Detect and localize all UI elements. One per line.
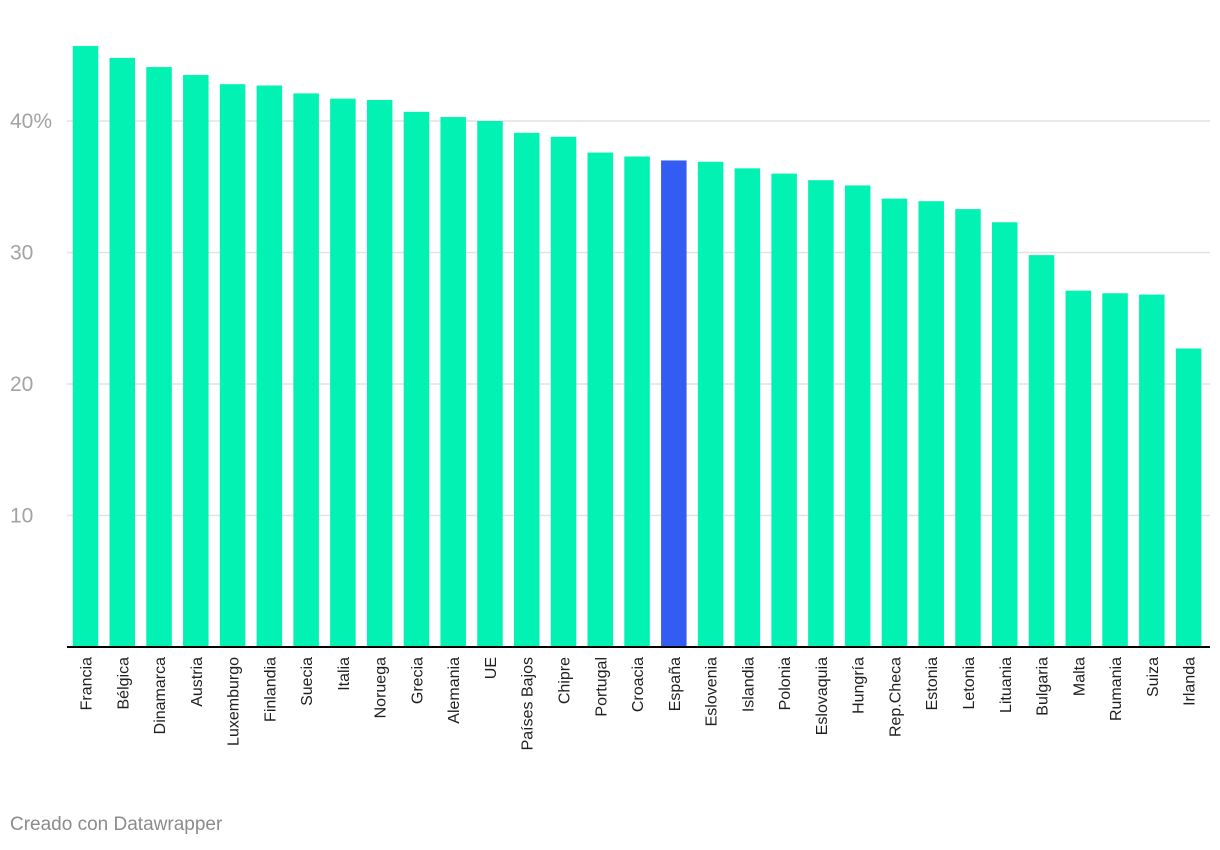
bar-15: [624, 156, 650, 647]
bar-17: [697, 161, 724, 647]
category-label-0: Francia: [79, 657, 96, 710]
y-tick-label-10: 10: [10, 505, 33, 528]
bar-29: [1139, 294, 1165, 647]
bar-16: [661, 160, 687, 647]
bar-3: [183, 74, 209, 648]
bar-11: [477, 121, 503, 647]
bars: [72, 46, 1202, 648]
category-label-16: España: [667, 657, 684, 711]
category-label-6: Suecia: [299, 657, 316, 706]
bar-4: [219, 84, 246, 648]
bar-2: [146, 67, 172, 647]
category-label-1: Bélgica: [115, 657, 132, 710]
category-label-22: Rep.Checa: [887, 657, 904, 737]
category-label-14: Portugal: [593, 657, 610, 717]
bar-13: [550, 136, 577, 647]
category-label-8: Noruega: [373, 657, 390, 718]
bar-0: [72, 46, 99, 648]
bar-5: [256, 85, 283, 648]
category-labels: Francia Bélgica Dinamarca Austria Luxemburgo…: [79, 657, 1199, 750]
category-label-26: Bulgaria: [1035, 657, 1052, 716]
bar-25: [992, 222, 1018, 647]
category-label-18: Islandia: [740, 657, 757, 712]
category-label-29: Suiza: [1145, 657, 1162, 697]
bar-20: [808, 180, 834, 648]
y-tick-label-40: 40%: [10, 110, 52, 133]
category-label-3: Austria: [189, 657, 206, 707]
category-label-17: Eslovenia: [704, 657, 721, 726]
bar-1: [109, 57, 136, 647]
bar-21: [844, 185, 871, 647]
bar-12: [513, 132, 540, 647]
credit-text: Creado con Datawrapper: [10, 814, 223, 835]
bar-27: [1065, 290, 1092, 647]
category-label-21: Hungría: [851, 657, 868, 714]
y-tick-label-30: 30: [10, 242, 33, 265]
bar-18: [734, 168, 761, 647]
y-axis-ticks: 10 20 30 40%: [10, 110, 52, 528]
bar-7: [330, 98, 356, 647]
category-label-30: Irlanda: [1182, 657, 1199, 706]
category-label-13: Chipre: [557, 657, 574, 704]
bar-26: [1028, 255, 1055, 647]
bar-9: [403, 111, 430, 648]
category-label-20: Eslovaquia: [814, 657, 831, 735]
category-label-2: Dinamarca: [152, 657, 169, 734]
bar-22: [881, 198, 908, 647]
category-label-28: Rumania: [1108, 657, 1125, 721]
category-label-19: Polonia: [777, 657, 794, 710]
bar-30: [1175, 348, 1202, 647]
category-label-11: UE: [483, 657, 500, 679]
bar-19: [771, 173, 797, 647]
bar-14: [587, 152, 614, 647]
category-label-9: Grecia: [409, 657, 426, 704]
bar-24: [955, 209, 981, 648]
bar-23: [918, 201, 944, 647]
bar-8: [366, 99, 393, 647]
category-label-25: Lituania: [998, 657, 1015, 713]
category-label-12: Países Bajos: [520, 657, 537, 750]
category-label-4: Luxemburgo: [226, 657, 243, 746]
category-label-23: Estonia: [924, 657, 941, 710]
bar-28: [1102, 293, 1128, 647]
category-label-27: Malta: [1071, 657, 1088, 696]
category-label-5: Finlandia: [262, 657, 279, 722]
bar-6: [293, 93, 319, 647]
y-tick-label-20: 20: [10, 373, 33, 396]
bar-10: [440, 117, 466, 648]
category-label-7: Italia: [336, 657, 353, 691]
category-label-24: Letonia: [961, 657, 978, 710]
category-label-10: Alemania: [446, 657, 463, 724]
category-label-15: Croacia: [630, 657, 647, 712]
